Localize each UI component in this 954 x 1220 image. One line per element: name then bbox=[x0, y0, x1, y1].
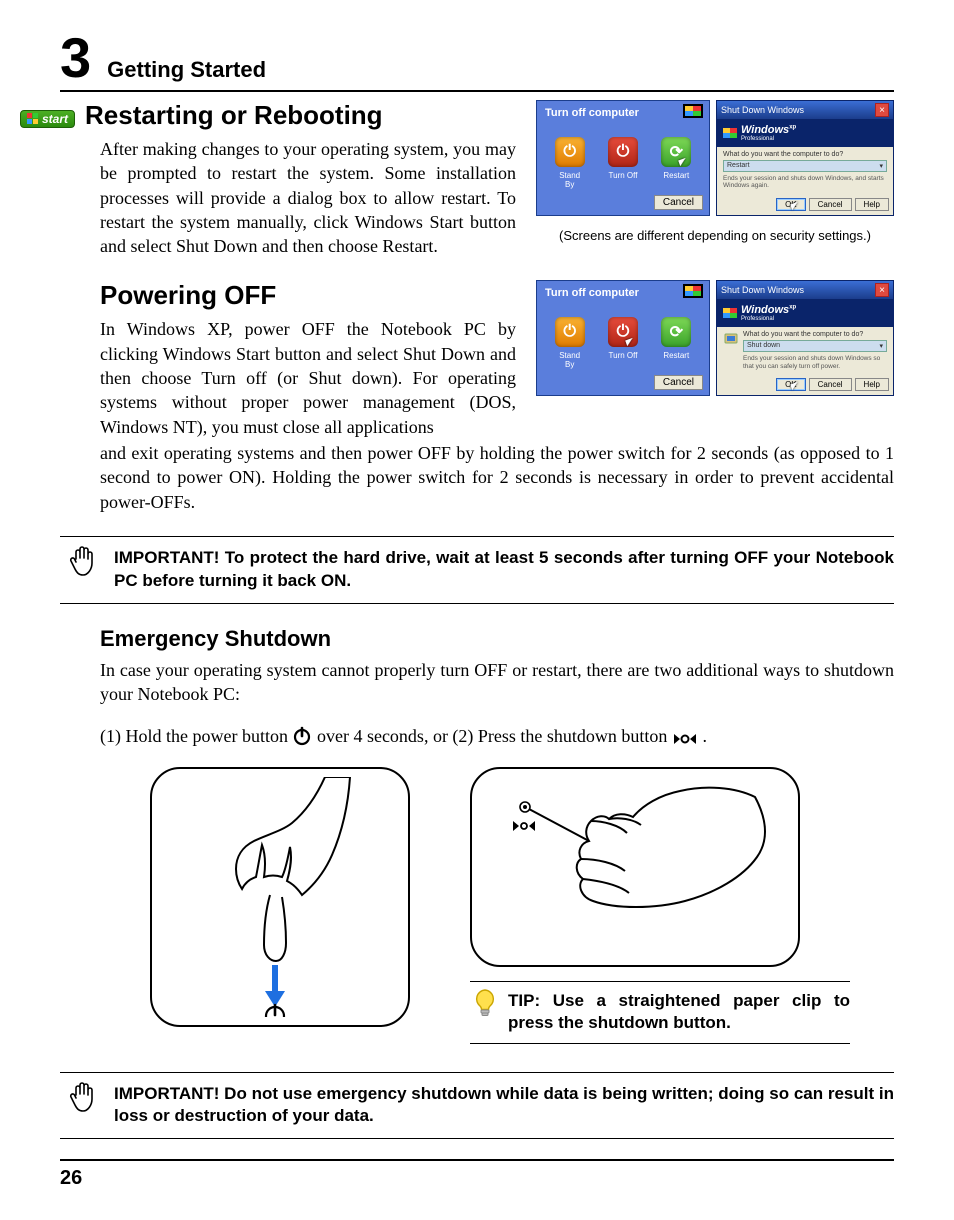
restart-icon: ⟳ bbox=[661, 317, 691, 347]
emergency-intro: In case your operating system cannot pro… bbox=[100, 658, 894, 707]
brand-xp: xp bbox=[789, 124, 796, 130]
dialog-title: Shut Down Windows bbox=[721, 105, 804, 115]
chapter-number: 3 bbox=[60, 30, 91, 86]
emergency-opt1-end: . bbox=[702, 726, 707, 746]
dialog-desc: Ends your session and shuts down Windows… bbox=[723, 175, 887, 189]
restart-icon: ⟳ bbox=[661, 137, 691, 167]
restart-body: After making changes to your operating s… bbox=[100, 137, 516, 258]
poweroff-body-1: In Windows XP, power OFF the Notebook PC… bbox=[100, 317, 516, 438]
chevron-down-icon: ▾ bbox=[879, 162, 883, 170]
panel-cancel: Cancel bbox=[654, 195, 703, 210]
poweroff-figures: Turn off computer ⏻Stand By ⏻Turn Off ⟳R… bbox=[536, 280, 894, 396]
dialog-buttons: OK Cancel Help bbox=[776, 198, 889, 211]
brand-windows: Windows bbox=[741, 304, 789, 316]
important-text-1: IMPORTANT! To protect the hard drive, wa… bbox=[114, 548, 894, 590]
restart-option: ⟳ Restart bbox=[661, 317, 691, 369]
shutdown-button-icon bbox=[672, 730, 698, 751]
turnoff-option: ⏻ Turn Off bbox=[608, 137, 638, 189]
standby-icon: ⏻ bbox=[555, 317, 585, 347]
dialog-select-value: Shut down bbox=[747, 342, 780, 350]
dialog-question: What do you want the computer to do? bbox=[723, 151, 887, 158]
restart-option: ⟳ Restart bbox=[661, 137, 691, 189]
shutdown-dialog-icon bbox=[723, 331, 739, 347]
standby-option: ⏻ Stand By bbox=[555, 317, 585, 369]
heading-emergency: Emergency Shutdown bbox=[100, 626, 894, 652]
panel-cancel: Cancel bbox=[654, 375, 703, 390]
turnoff-icon: ⏻ bbox=[608, 137, 638, 167]
hand-stop-icon bbox=[68, 1081, 98, 1122]
illus-hold-power bbox=[150, 767, 410, 1027]
start-badge-label: start bbox=[42, 112, 68, 126]
brand-edition: Professional bbox=[741, 136, 796, 142]
brand-windows: Windows bbox=[741, 124, 789, 136]
dialog-desc: Ends your session and shuts down Windows… bbox=[743, 355, 887, 369]
ok-button-label: OK bbox=[785, 380, 797, 389]
lightbulb-icon bbox=[472, 988, 498, 1024]
tip-callout: TIP: Use a straightened paper clip to pr… bbox=[470, 981, 850, 1043]
manual-page: 3 Getting Started start Restarting or Re… bbox=[0, 0, 954, 1220]
shutdown-dialog-poweroff: Shut Down Windows × Windowsxp Professional… bbox=[716, 280, 894, 396]
illus-right-column: TIP: Use a straightened paper clip to pr… bbox=[470, 767, 850, 1043]
dialog-select: Restart ▾ bbox=[723, 160, 887, 172]
close-icon: × bbox=[875, 103, 889, 117]
shutdown-dialog-restart: Shut Down Windows × Windowsxp Professional… bbox=[716, 100, 894, 216]
dialog-buttons: OK Cancel Help bbox=[776, 378, 889, 391]
important-text-2: IMPORTANT! Do not use emergency shutdown… bbox=[114, 1084, 894, 1126]
chevron-down-icon: ▾ bbox=[879, 342, 883, 350]
cancel-button-label: Cancel bbox=[809, 378, 852, 391]
illus-paperclip bbox=[470, 767, 800, 967]
tip-text: TIP: Use a straightened paper clip to pr… bbox=[508, 991, 850, 1032]
turnoff-label: Turn Off bbox=[608, 351, 638, 360]
standby-label: Stand By bbox=[555, 351, 585, 369]
windows-flag-icon bbox=[723, 128, 737, 138]
restart-label: Restart bbox=[661, 171, 691, 180]
important-callout-1: IMPORTANT! To protect the hard drive, wa… bbox=[60, 536, 894, 604]
section-poweroff: Powering OFF In Windows XP, power OFF th… bbox=[60, 280, 894, 438]
windows-flag-icon bbox=[683, 104, 703, 118]
dialog-select: Shut down ▾ bbox=[743, 340, 887, 352]
section-restart: start Restarting or Rebooting After maki… bbox=[60, 100, 894, 258]
emergency-opt1-pre: (1) Hold the power button bbox=[100, 726, 292, 746]
help-button-label: Help bbox=[855, 378, 889, 391]
standby-label: Stand By bbox=[555, 171, 585, 189]
turnoff-icon: ⏻ bbox=[608, 317, 638, 347]
emergency-illustrations: TIP: Use a straightened paper clip to pr… bbox=[150, 767, 894, 1043]
brand-edition: Professional bbox=[741, 316, 796, 322]
dialog-brand: Windowsxp Professional bbox=[717, 119, 893, 147]
start-badge-icon: start bbox=[20, 110, 75, 128]
emergency-opt1-post: over 4 seconds, or (2) Press the shutdow… bbox=[317, 726, 672, 746]
turnoff-option: ⏻ Turn Off bbox=[608, 317, 638, 369]
cancel-button-label: Cancel bbox=[809, 198, 852, 211]
dialog-brand: Windowsxp Professional bbox=[717, 299, 893, 327]
restart-label: Restart bbox=[661, 351, 691, 360]
page-number: 26 bbox=[60, 1167, 82, 1189]
restart-figures: Turn off computer ⏻Stand By ⏻Turn Off ⟳R… bbox=[536, 100, 894, 243]
screens-caption: (Screens are different depending on secu… bbox=[536, 228, 894, 243]
standby-icon: ⏻ bbox=[555, 137, 585, 167]
emergency-options: (1) Hold the power button over 4 seconds… bbox=[100, 726, 894, 751]
chapter-header: 3 Getting Started bbox=[60, 30, 894, 92]
dialog-title: Shut Down Windows bbox=[721, 285, 804, 295]
close-icon: × bbox=[875, 283, 889, 297]
ok-button-label: OK bbox=[785, 200, 797, 209]
windows-flag-icon bbox=[683, 284, 703, 298]
page-footer: 26 bbox=[60, 1159, 894, 1190]
heading-poweroff: Powering OFF bbox=[100, 280, 516, 311]
hand-stop-icon bbox=[68, 545, 98, 586]
standby-option: ⏻ Stand By bbox=[555, 137, 585, 189]
help-button-label: Help bbox=[855, 198, 889, 211]
important-callout-2: IMPORTANT! Do not use emergency shutdown… bbox=[60, 1072, 894, 1140]
chapter-title: Getting Started bbox=[107, 57, 266, 83]
turnoff-label: Turn Off bbox=[608, 171, 638, 180]
turnoff-panel-restart: Turn off computer ⏻Stand By ⏻Turn Off ⟳R… bbox=[536, 100, 710, 216]
brand-xp: xp bbox=[789, 305, 796, 311]
power-icon bbox=[292, 726, 312, 751]
windows-flag-icon bbox=[723, 308, 737, 318]
turnoff-panel-poweroff: Turn off computer ⏻Stand By ⏻Turn Off ⟳R… bbox=[536, 280, 710, 396]
dialog-question: What do you want the computer to do? bbox=[743, 331, 887, 338]
poweroff-body-2: and exit operating systems and then powe… bbox=[100, 441, 894, 514]
heading-restart: Restarting or Rebooting bbox=[85, 100, 383, 131]
dialog-select-value: Restart bbox=[727, 162, 750, 170]
